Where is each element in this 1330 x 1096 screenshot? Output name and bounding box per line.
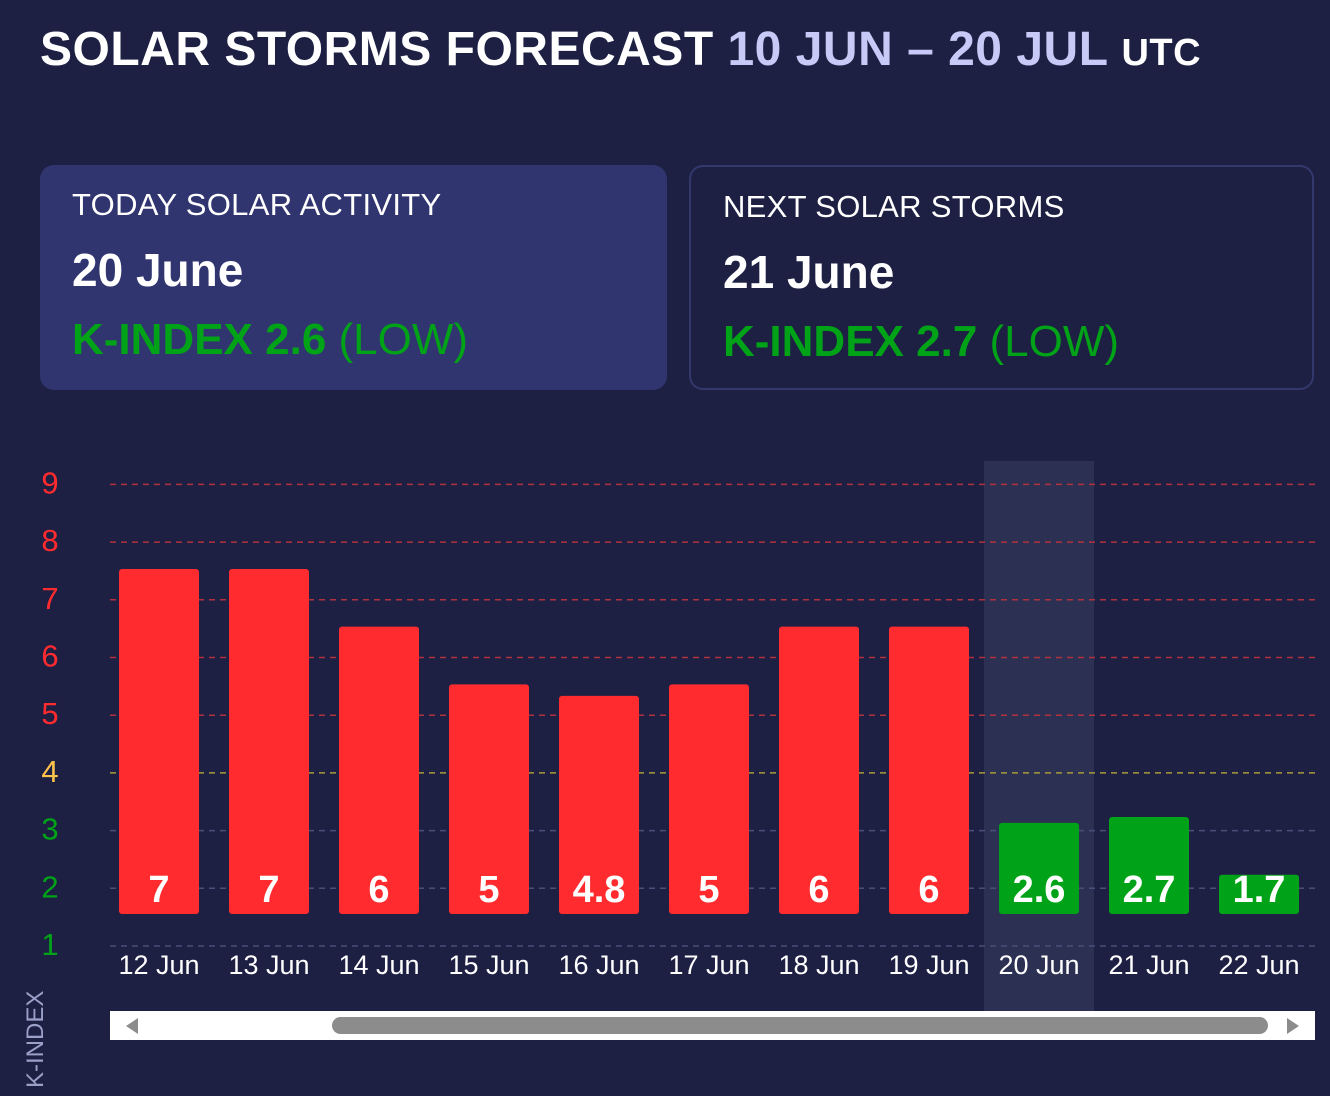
bar bbox=[449, 684, 529, 914]
x-tick-label: 22 Jun bbox=[1218, 950, 1299, 980]
bar bbox=[1219, 874, 1299, 914]
x-tick-label: 20 Jun bbox=[998, 950, 1079, 980]
bar-value-label: 7 bbox=[148, 869, 169, 911]
bar-value-label: 6 bbox=[368, 869, 389, 911]
next-solar-storms-card: NEXT SOLAR STORMS 21 June K-INDEX 2.7 (L… bbox=[689, 165, 1314, 390]
next-k-index: K-INDEX 2.7 (LOW) bbox=[723, 317, 1280, 367]
bar-value-label: 6 bbox=[918, 869, 939, 911]
bar-value-label: 4.8 bbox=[573, 869, 626, 911]
bar-value-label: 2.7 bbox=[1123, 869, 1176, 911]
y-tick-label: 9 bbox=[41, 465, 58, 500]
bar-value-label: 5 bbox=[478, 869, 499, 911]
bar bbox=[339, 626, 419, 914]
next-card-label: NEXT SOLAR STORMS bbox=[723, 189, 1065, 224]
bar bbox=[559, 695, 639, 914]
x-tick-label: 17 Jun bbox=[668, 950, 749, 980]
scrollbar-thumb[interactable] bbox=[332, 1017, 1268, 1034]
x-tick-label: 14 Jun bbox=[338, 950, 419, 980]
bar bbox=[229, 568, 309, 914]
bar bbox=[779, 626, 859, 914]
highlight-column bbox=[984, 461, 1094, 1011]
bar bbox=[119, 568, 199, 914]
x-tick-label: 19 Jun bbox=[888, 950, 969, 980]
next-card-date: 21 June bbox=[723, 246, 895, 298]
bar-value-label: 1.7 bbox=[1233, 869, 1286, 911]
y-tick-label: 2 bbox=[41, 869, 58, 904]
scroll-right-arrow-icon[interactable] bbox=[1287, 1018, 1299, 1034]
next-k-index-value: K-INDEX 2.7 bbox=[723, 317, 978, 366]
bar-value-label: 6 bbox=[808, 869, 829, 911]
chart-horizontal-scrollbar[interactable] bbox=[110, 1011, 1315, 1040]
title-main: SOLAR STORMS FORECAST bbox=[40, 23, 714, 76]
y-tick-label: 5 bbox=[41, 696, 58, 731]
y-tick-label: 3 bbox=[41, 812, 58, 847]
y-tick-label: 7 bbox=[41, 581, 58, 616]
y-axis-label: K-INDEX bbox=[22, 990, 49, 1088]
today-card-label: TODAY SOLAR ACTIVITY bbox=[72, 187, 442, 222]
bar-value-label: 5 bbox=[698, 869, 719, 911]
bar bbox=[889, 626, 969, 914]
title-date-range: 10 JUN – 20 JUL bbox=[727, 23, 1108, 76]
x-tick-label: 15 Jun bbox=[448, 950, 529, 980]
x-tick-label: 18 Jun bbox=[778, 950, 859, 980]
bar bbox=[669, 684, 749, 914]
today-solar-activity-card: TODAY SOLAR ACTIVITY 20 June K-INDEX 2.6… bbox=[40, 165, 667, 390]
today-k-index-level: (LOW) bbox=[338, 315, 469, 364]
today-k-index: K-INDEX 2.6 (LOW) bbox=[72, 315, 635, 365]
today-k-index-value: K-INDEX 2.6 bbox=[72, 315, 327, 364]
y-tick-label: 6 bbox=[41, 639, 58, 674]
bar bbox=[999, 822, 1079, 914]
y-tick-label: 1 bbox=[41, 927, 58, 962]
x-tick-label: 12 Jun bbox=[118, 950, 199, 980]
y-tick-label: 4 bbox=[41, 754, 58, 789]
today-card-date: 20 June bbox=[72, 244, 244, 296]
scroll-left-arrow-icon[interactable] bbox=[126, 1018, 138, 1034]
y-tick-label: 8 bbox=[41, 523, 58, 558]
k-index-bar-chart: 9 8 7 6 5 4 3 2 1 7 12 Jun 7 13 Jun 6 14 Jun 5 15 Jun 4.8… bbox=[41, 461, 1315, 1011]
bar-value-label: 2.6 bbox=[1013, 869, 1066, 911]
bar-value-label: 7 bbox=[258, 869, 279, 911]
bar bbox=[1109, 817, 1189, 914]
x-tick-label: 13 Jun bbox=[228, 950, 309, 980]
next-k-index-level: (LOW) bbox=[989, 317, 1120, 366]
title-timezone: UTC bbox=[1121, 32, 1202, 74]
page-title: SOLAR STORMS FORECAST 10 JUN – 20 JUL UT… bbox=[40, 22, 1201, 77]
x-tick-label: 16 Jun bbox=[558, 950, 639, 980]
x-tick-label: 21 Jun bbox=[1108, 950, 1189, 980]
